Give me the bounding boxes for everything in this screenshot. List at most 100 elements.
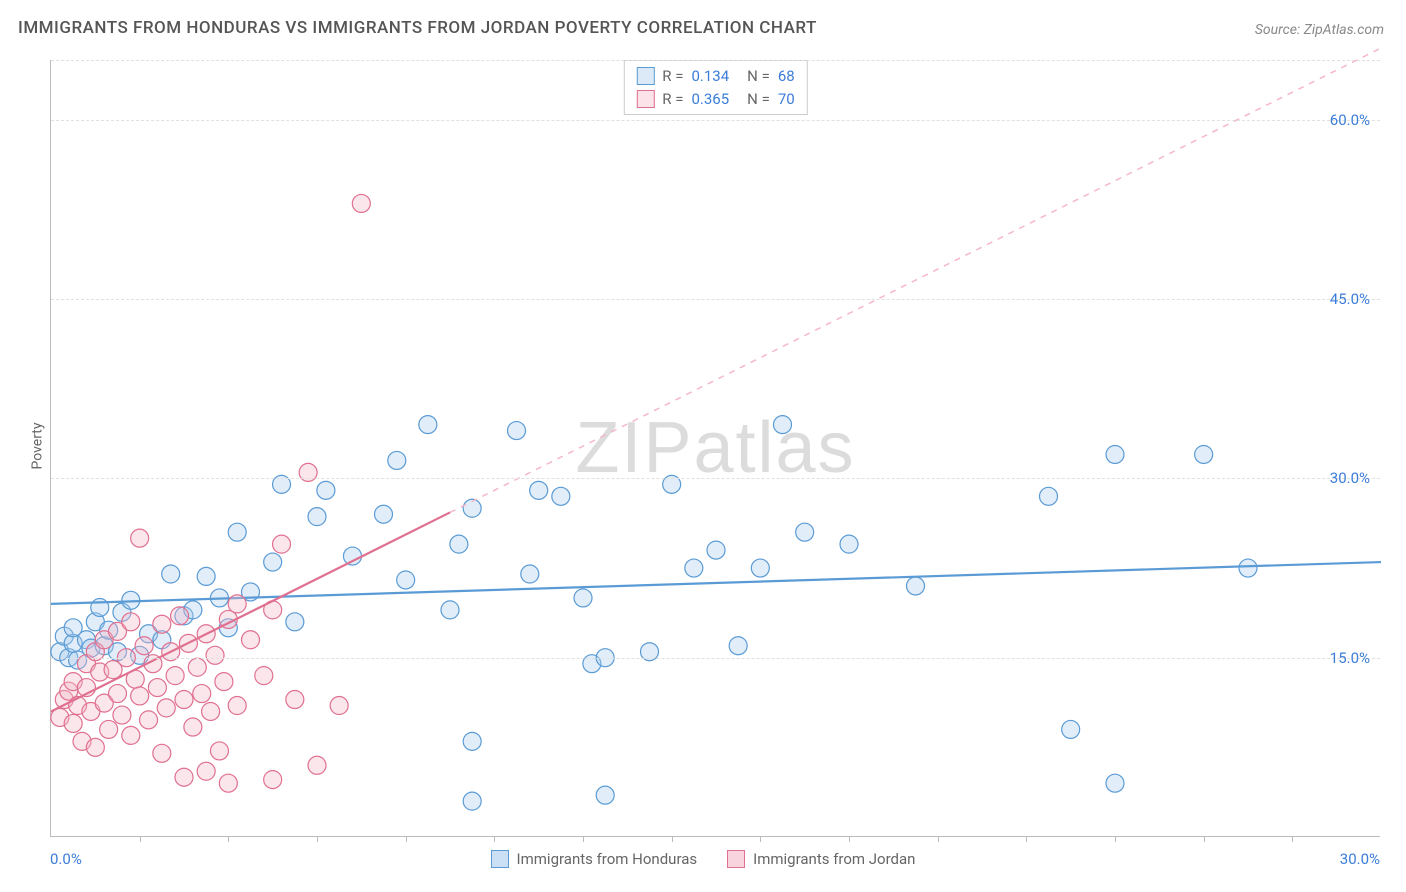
data-point xyxy=(1062,720,1080,738)
data-point xyxy=(1195,445,1213,463)
legend-item: Immigrants from Jordan xyxy=(727,850,915,868)
chart-title: IMMIGRANTS FROM HONDURAS VS IMMIGRANTS F… xyxy=(18,18,817,38)
data-point xyxy=(264,553,282,571)
y-tick-label: 60.0% xyxy=(1330,111,1370,129)
data-point xyxy=(552,487,570,505)
y-axis-label: Poverty xyxy=(30,422,46,469)
data-point xyxy=(286,613,304,631)
data-point xyxy=(1106,774,1124,792)
data-point xyxy=(197,762,215,780)
source-label: Source: ZipAtlas.com xyxy=(1255,22,1384,38)
data-point xyxy=(157,699,175,717)
y-tick-label: 45.0% xyxy=(1330,290,1370,308)
data-point xyxy=(193,685,211,703)
legend-swatch xyxy=(491,850,509,868)
data-point xyxy=(100,720,118,738)
data-point xyxy=(751,559,769,577)
x-tick xyxy=(140,836,141,842)
legend-r-label: R = xyxy=(662,88,683,111)
data-point xyxy=(228,523,246,541)
legend-item: Immigrants from Honduras xyxy=(491,850,698,868)
legend-label: Immigrants from Jordan xyxy=(753,850,915,868)
data-point xyxy=(264,771,282,789)
x-tick xyxy=(1115,836,1116,842)
data-point xyxy=(153,744,171,762)
data-point xyxy=(375,505,393,523)
plot-area: ZIPatlas R = 0.134 N = 68 R = 0.365 N = … xyxy=(50,60,1380,837)
data-point xyxy=(131,529,149,547)
data-point xyxy=(184,718,202,736)
gridline xyxy=(51,478,1380,479)
x-tick xyxy=(938,836,939,842)
data-point xyxy=(228,697,246,715)
legend-label: Immigrants from Honduras xyxy=(517,850,698,868)
data-point xyxy=(131,687,149,705)
y-tick-label: 30.0% xyxy=(1330,469,1370,487)
data-point xyxy=(419,416,437,434)
data-point xyxy=(286,691,304,709)
data-point xyxy=(210,742,228,760)
scatter-plot-svg xyxy=(51,60,1380,836)
data-point xyxy=(596,786,614,804)
gridline xyxy=(51,658,1380,659)
data-point xyxy=(463,732,481,750)
data-point xyxy=(171,607,189,625)
data-point xyxy=(122,613,140,631)
gridline xyxy=(51,299,1380,300)
data-point xyxy=(175,768,193,786)
data-point xyxy=(463,792,481,810)
data-point xyxy=(450,535,468,553)
legend-stat-row: R = 0.365 N = 70 xyxy=(636,88,794,111)
data-point xyxy=(796,523,814,541)
legend-r-value: 0.134 xyxy=(691,65,729,88)
data-point xyxy=(330,697,348,715)
data-point xyxy=(907,577,925,595)
data-point xyxy=(574,589,592,607)
data-point xyxy=(1106,445,1124,463)
data-point xyxy=(86,738,104,756)
data-point xyxy=(729,637,747,655)
data-point xyxy=(140,711,158,729)
data-point xyxy=(162,565,180,583)
data-point xyxy=(109,685,127,703)
data-point xyxy=(441,601,459,619)
y-tick-label: 15.0% xyxy=(1330,649,1370,667)
data-point xyxy=(343,547,361,565)
data-point xyxy=(308,508,326,526)
data-point xyxy=(64,714,82,732)
x-tick xyxy=(317,836,318,842)
legend-r-label: R = xyxy=(662,65,683,88)
data-point xyxy=(707,541,725,559)
data-point xyxy=(685,559,703,577)
x-tick xyxy=(760,836,761,842)
data-point xyxy=(206,646,224,664)
x-tick xyxy=(849,836,850,842)
data-point xyxy=(255,667,273,685)
data-point xyxy=(228,595,246,613)
data-point xyxy=(135,637,153,655)
data-point xyxy=(774,416,792,434)
legend-n-label: N = xyxy=(747,65,770,88)
data-point xyxy=(397,571,415,589)
data-point xyxy=(215,673,233,691)
gridline xyxy=(51,60,1380,61)
legend-stat-row: R = 0.134 N = 68 xyxy=(636,65,794,88)
data-point xyxy=(317,481,335,499)
x-tick xyxy=(583,836,584,842)
trend-line-dashed xyxy=(450,48,1381,512)
legend-r-value: 0.365 xyxy=(691,88,729,111)
x-tick xyxy=(1292,836,1293,842)
legend-stats: R = 0.134 N = 68 R = 0.365 N = 70 xyxy=(623,60,807,115)
x-tick xyxy=(228,836,229,842)
legend-series: Immigrants from Honduras Immigrants from… xyxy=(0,850,1406,868)
data-point xyxy=(508,422,526,440)
x-tick xyxy=(672,836,673,842)
data-point xyxy=(352,194,370,212)
legend-swatch xyxy=(727,850,745,868)
data-point xyxy=(530,481,548,499)
data-point xyxy=(219,774,237,792)
gridline xyxy=(51,120,1380,121)
x-tick xyxy=(1026,836,1027,842)
x-tick xyxy=(1204,836,1205,842)
data-point xyxy=(122,726,140,744)
